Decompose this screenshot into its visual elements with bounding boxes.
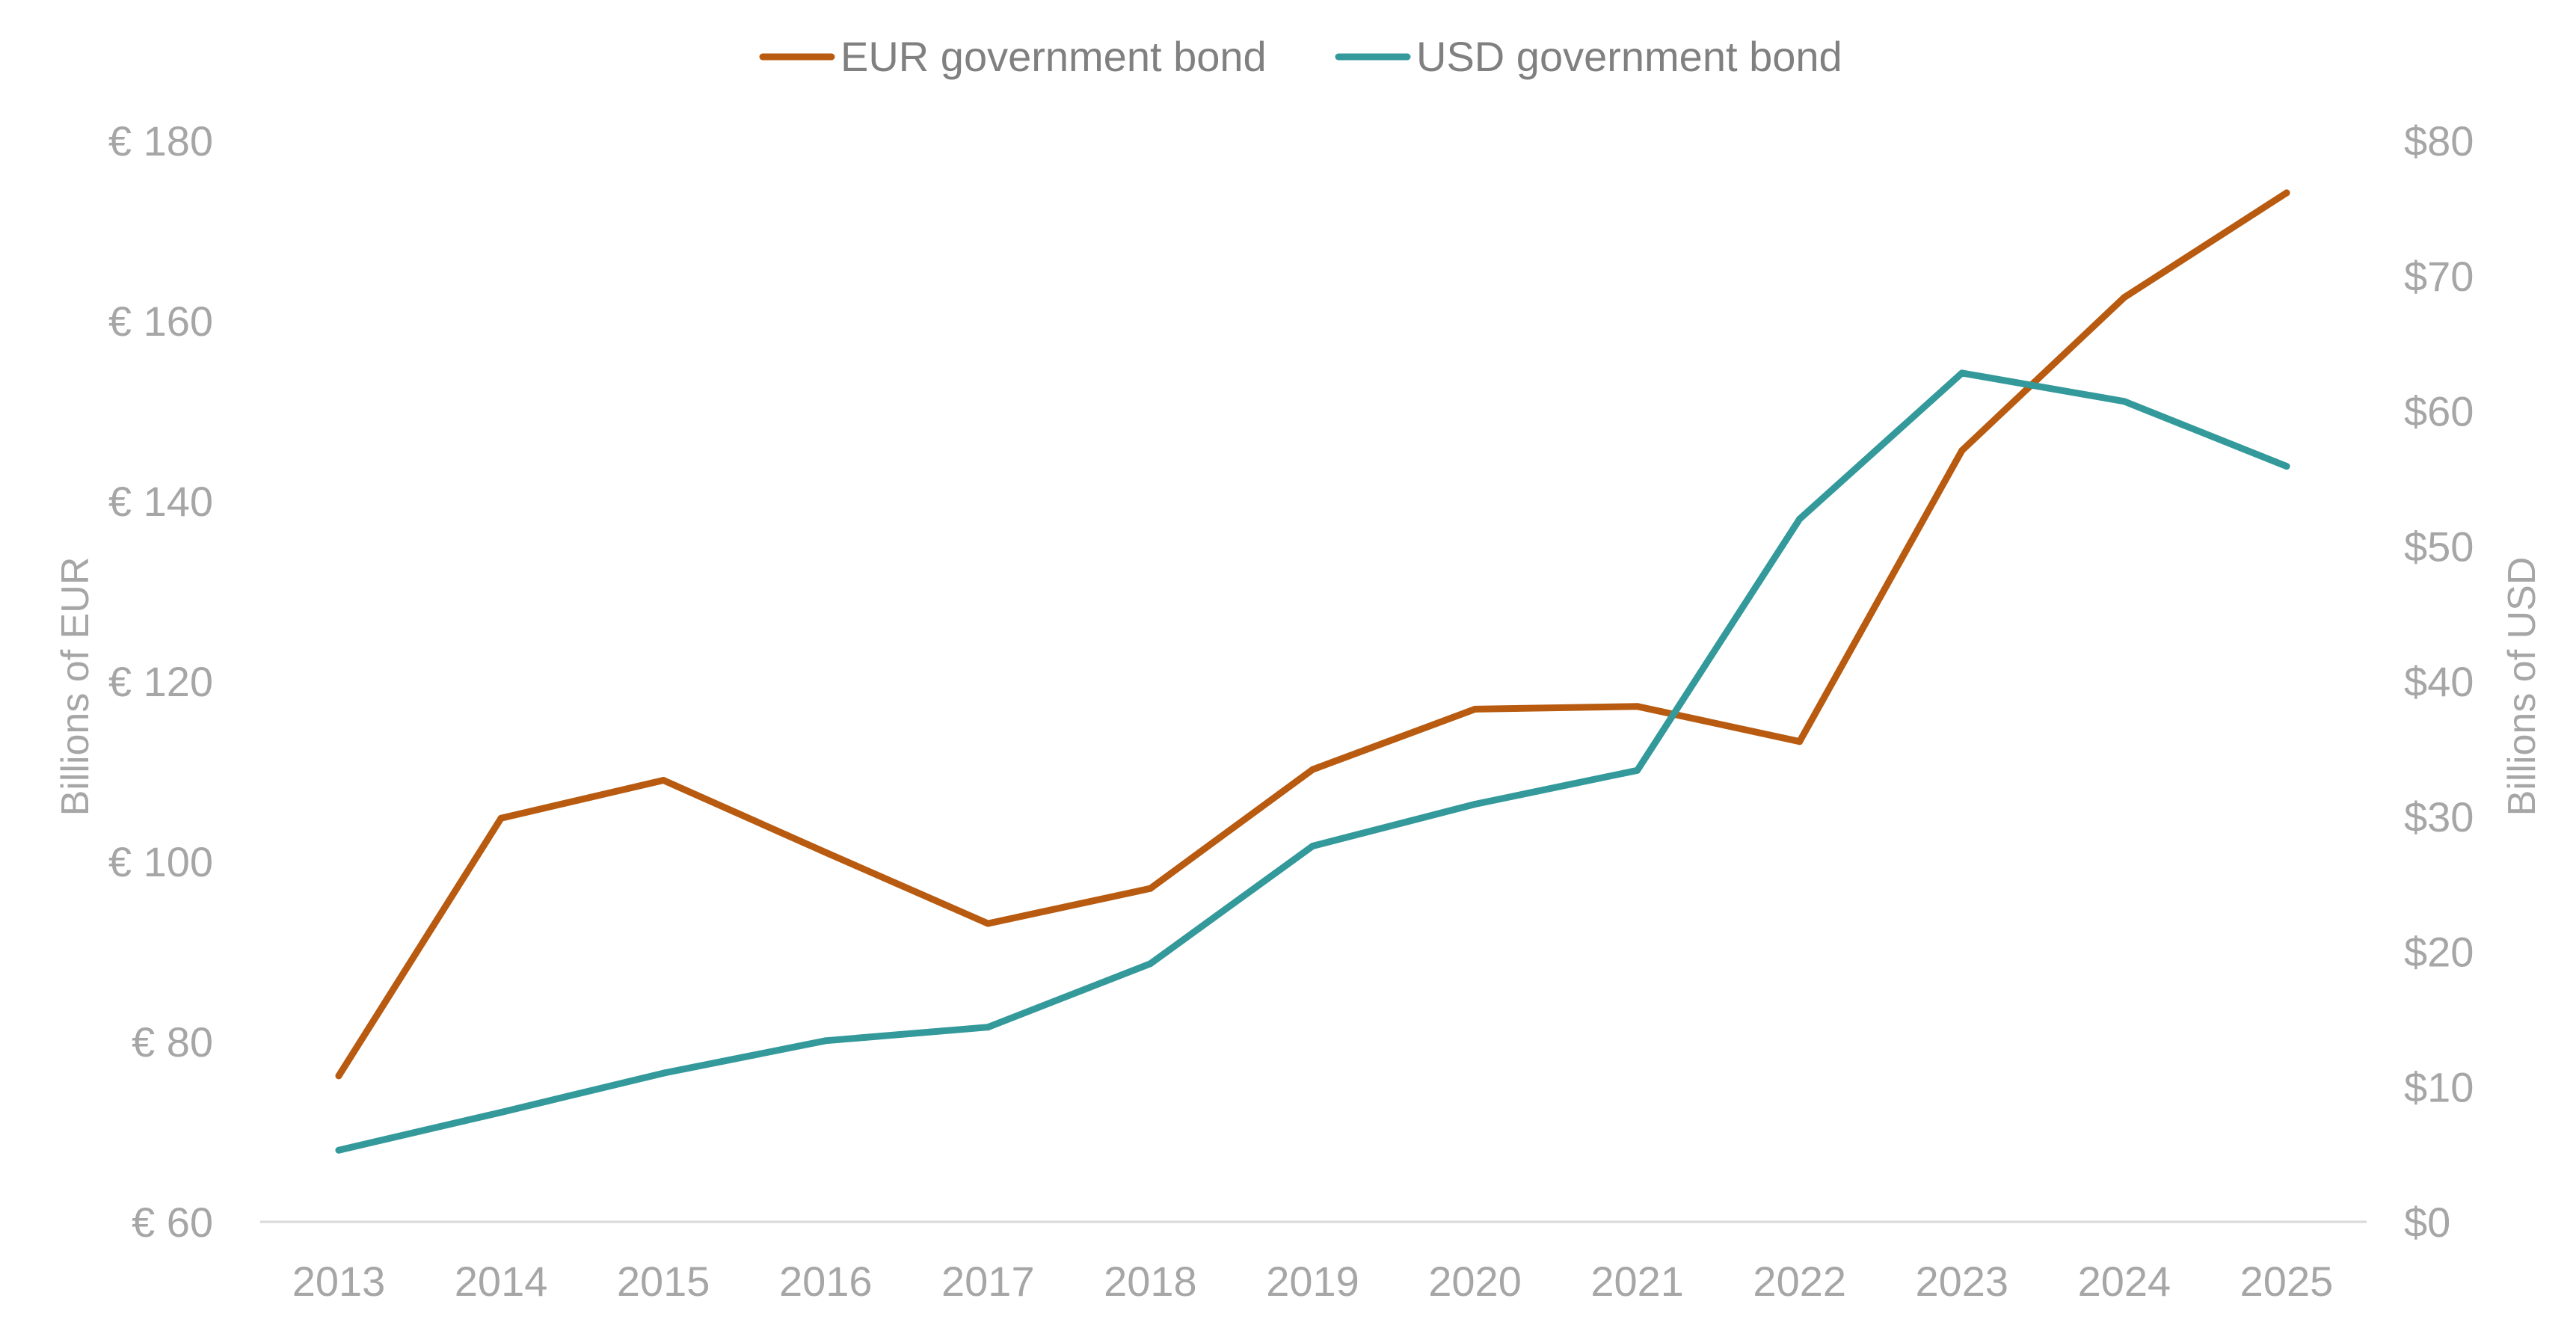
right-tick-label: $80: [2404, 117, 2474, 165]
series-lines: [335, 189, 2290, 1154]
data-point-usd-2016: [822, 1037, 829, 1045]
data-point-eur-2022: [1796, 738, 1804, 745]
x-tick-label: 2014: [455, 1258, 548, 1305]
x-tick-label: 2017: [941, 1258, 1035, 1305]
right-tick-label: $60: [2404, 388, 2474, 435]
data-point-eur-2024: [2121, 294, 2128, 301]
right-tick-label: $70: [2404, 253, 2474, 300]
data-point-usd-2019: [1309, 843, 1316, 849]
data-point-usd-2015: [660, 1069, 667, 1077]
right-axis-title: Billions of USD: [2500, 557, 2544, 817]
data-point-usd-2017: [984, 1024, 992, 1031]
data-point-eur-2015: [660, 777, 667, 784]
data-point-eur-2021: [1634, 703, 1641, 710]
right-tick-label: $30: [2404, 793, 2474, 840]
data-point-usd-2022: [1796, 515, 1804, 523]
data-point-usd-2018: [1146, 960, 1154, 968]
x-tick-label: 2016: [779, 1258, 873, 1305]
right-tick-label: $20: [2404, 929, 2474, 976]
x-tick-label: 2020: [1428, 1258, 1522, 1305]
data-point-eur-2014: [497, 814, 505, 822]
left-tick-label: € 160: [108, 298, 213, 345]
x-tick-label: 2022: [1753, 1258, 1846, 1305]
data-point-eur-2017: [984, 920, 992, 927]
x-tick-label: 2021: [1590, 1258, 1684, 1305]
left-tick-label: € 180: [108, 117, 213, 165]
left-tick-label: € 100: [108, 838, 213, 885]
data-point-usd-2025: [2283, 463, 2290, 470]
x-tick-label: 2025: [2240, 1258, 2334, 1305]
data-point-eur-2018: [1146, 885, 1154, 892]
data-point-eur-2020: [1472, 705, 1479, 713]
right-tick-label: $40: [2404, 658, 2474, 705]
left-tick-label: € 120: [108, 658, 213, 705]
left-axis-title: Billions of EUR: [54, 557, 97, 817]
left-tick-label: € 60: [132, 1199, 213, 1246]
data-point-usd-2013: [335, 1146, 342, 1154]
x-tick-label: 2019: [1266, 1258, 1359, 1305]
right-tick-label: $0: [2404, 1199, 2450, 1246]
left-tick-label: € 140: [108, 478, 213, 525]
data-point-usd-2020: [1472, 801, 1479, 808]
x-tick-label: 2024: [2078, 1258, 2171, 1305]
data-point-usd-2014: [497, 1109, 505, 1116]
data-point-usd-2024: [2121, 398, 2128, 405]
legend: EUR government bond USD government bond: [759, 33, 1842, 80]
x-tick-label: 2013: [292, 1258, 386, 1305]
x-tick-label: 2018: [1104, 1258, 1197, 1305]
data-point-usd-2023: [1958, 369, 1966, 377]
legend-label-eur: EUR government bond: [840, 33, 1267, 80]
data-point-usd-2021: [1634, 766, 1641, 774]
right-axis-ticks: $0 $10 $20 $30 $40 $50 $60 $70 $80: [2404, 117, 2474, 1246]
left-axis-ticks: € 60 € 80 € 100 € 120 € 140 € 160 € 180: [108, 117, 213, 1246]
data-point-eur-2013: [335, 1072, 342, 1080]
data-point-eur-2019: [1309, 766, 1316, 773]
right-tick-label: $10: [2404, 1063, 2474, 1110]
x-tick-label: 2023: [1916, 1258, 2009, 1305]
right-tick-label: $50: [2404, 523, 2474, 570]
series-line-eur: [335, 189, 2290, 1080]
series-usd: [335, 369, 2290, 1154]
data-point-eur-2023: [1958, 447, 1966, 454]
x-tick-label: 2015: [617, 1258, 710, 1305]
data-point-eur-2016: [822, 849, 829, 856]
series-line-usd: [335, 369, 2290, 1154]
x-axis-ticks: 2013 2014 2015 2016 2017 2018 2019 2020 2021 2022…: [292, 1258, 2334, 1305]
data-point-eur-2025: [2283, 189, 2290, 197]
series-eur: [335, 189, 2290, 1080]
left-tick-label: € 80: [132, 1018, 213, 1066]
legend-label-usd: USD government bond: [1416, 33, 1842, 80]
